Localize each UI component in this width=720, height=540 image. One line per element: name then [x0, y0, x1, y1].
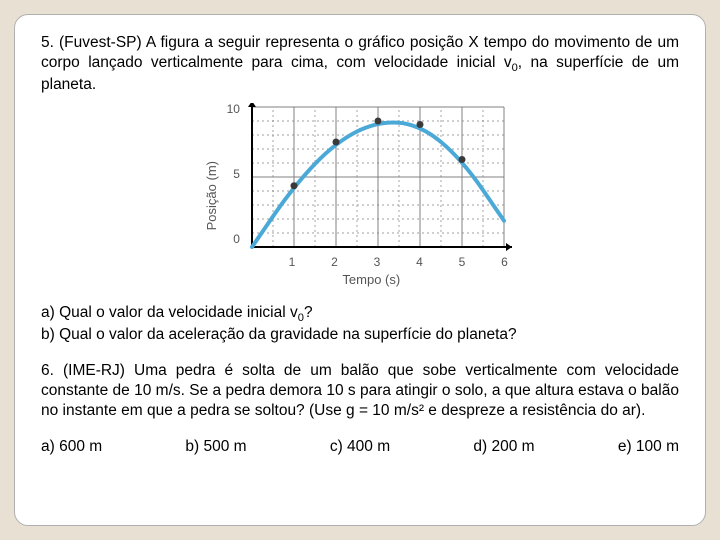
q5-a-text: a) Qual o valor da velocidade inicial v: [41, 304, 298, 321]
xtick-3: 3: [374, 255, 381, 270]
xtick-2: 2: [331, 255, 338, 270]
chart-xlabel: Tempo (s): [342, 272, 400, 289]
q5-text: 5. (Fuvest-SP) A figura a seguir represe…: [41, 33, 679, 95]
option-b: b) 500 m: [185, 437, 246, 457]
chart-xticks: 1 2 3 4 5 6: [253, 255, 508, 270]
xtick-4: 4: [416, 255, 423, 270]
chart-row: 10 5 0: [227, 103, 516, 253]
xtick-6: 6: [501, 255, 508, 270]
ytick-10: 10: [227, 103, 240, 115]
q5-parts: a) Qual o valor da velocidade inicial v0…: [41, 303, 679, 345]
xtick-5: 5: [459, 255, 466, 270]
chart-container: Posição (m) 10 5 0 1 2 3 4 5: [204, 103, 516, 289]
option-a: a) 600 m: [41, 437, 102, 457]
q6-text: 6. (IME-RJ) Uma pedra é solta de um balã…: [41, 361, 679, 420]
q5-a-end: ?: [304, 304, 313, 321]
q5-part-b: b) Qual o valor da aceleração da gravida…: [41, 325, 679, 345]
q5-part-a: a) Qual o valor da velocidade inicial v0…: [41, 303, 679, 325]
option-e: e) 100 m: [618, 437, 679, 457]
chart-yticks: 10 5 0: [227, 103, 240, 245]
chart-inner: 10 5 0 1 2 3 4 5 6 Tempo (s): [227, 103, 516, 289]
xtick-1: 1: [289, 255, 296, 270]
chart-ylabel: Posição (m): [204, 161, 221, 230]
question-card: 5. (Fuvest-SP) A figura a seguir represe…: [14, 14, 706, 526]
option-d: d) 200 m: [473, 437, 534, 457]
ytick-0: 0: [227, 233, 240, 245]
q6-options: a) 600 m b) 500 m c) 400 m d) 200 m e) 1…: [41, 437, 679, 457]
chart-svg: [244, 103, 516, 253]
ytick-5: 5: [227, 168, 240, 180]
option-c: c) 400 m: [330, 437, 390, 457]
chart-wrap: Posição (m) 10 5 0 1 2 3 4 5: [41, 103, 679, 289]
